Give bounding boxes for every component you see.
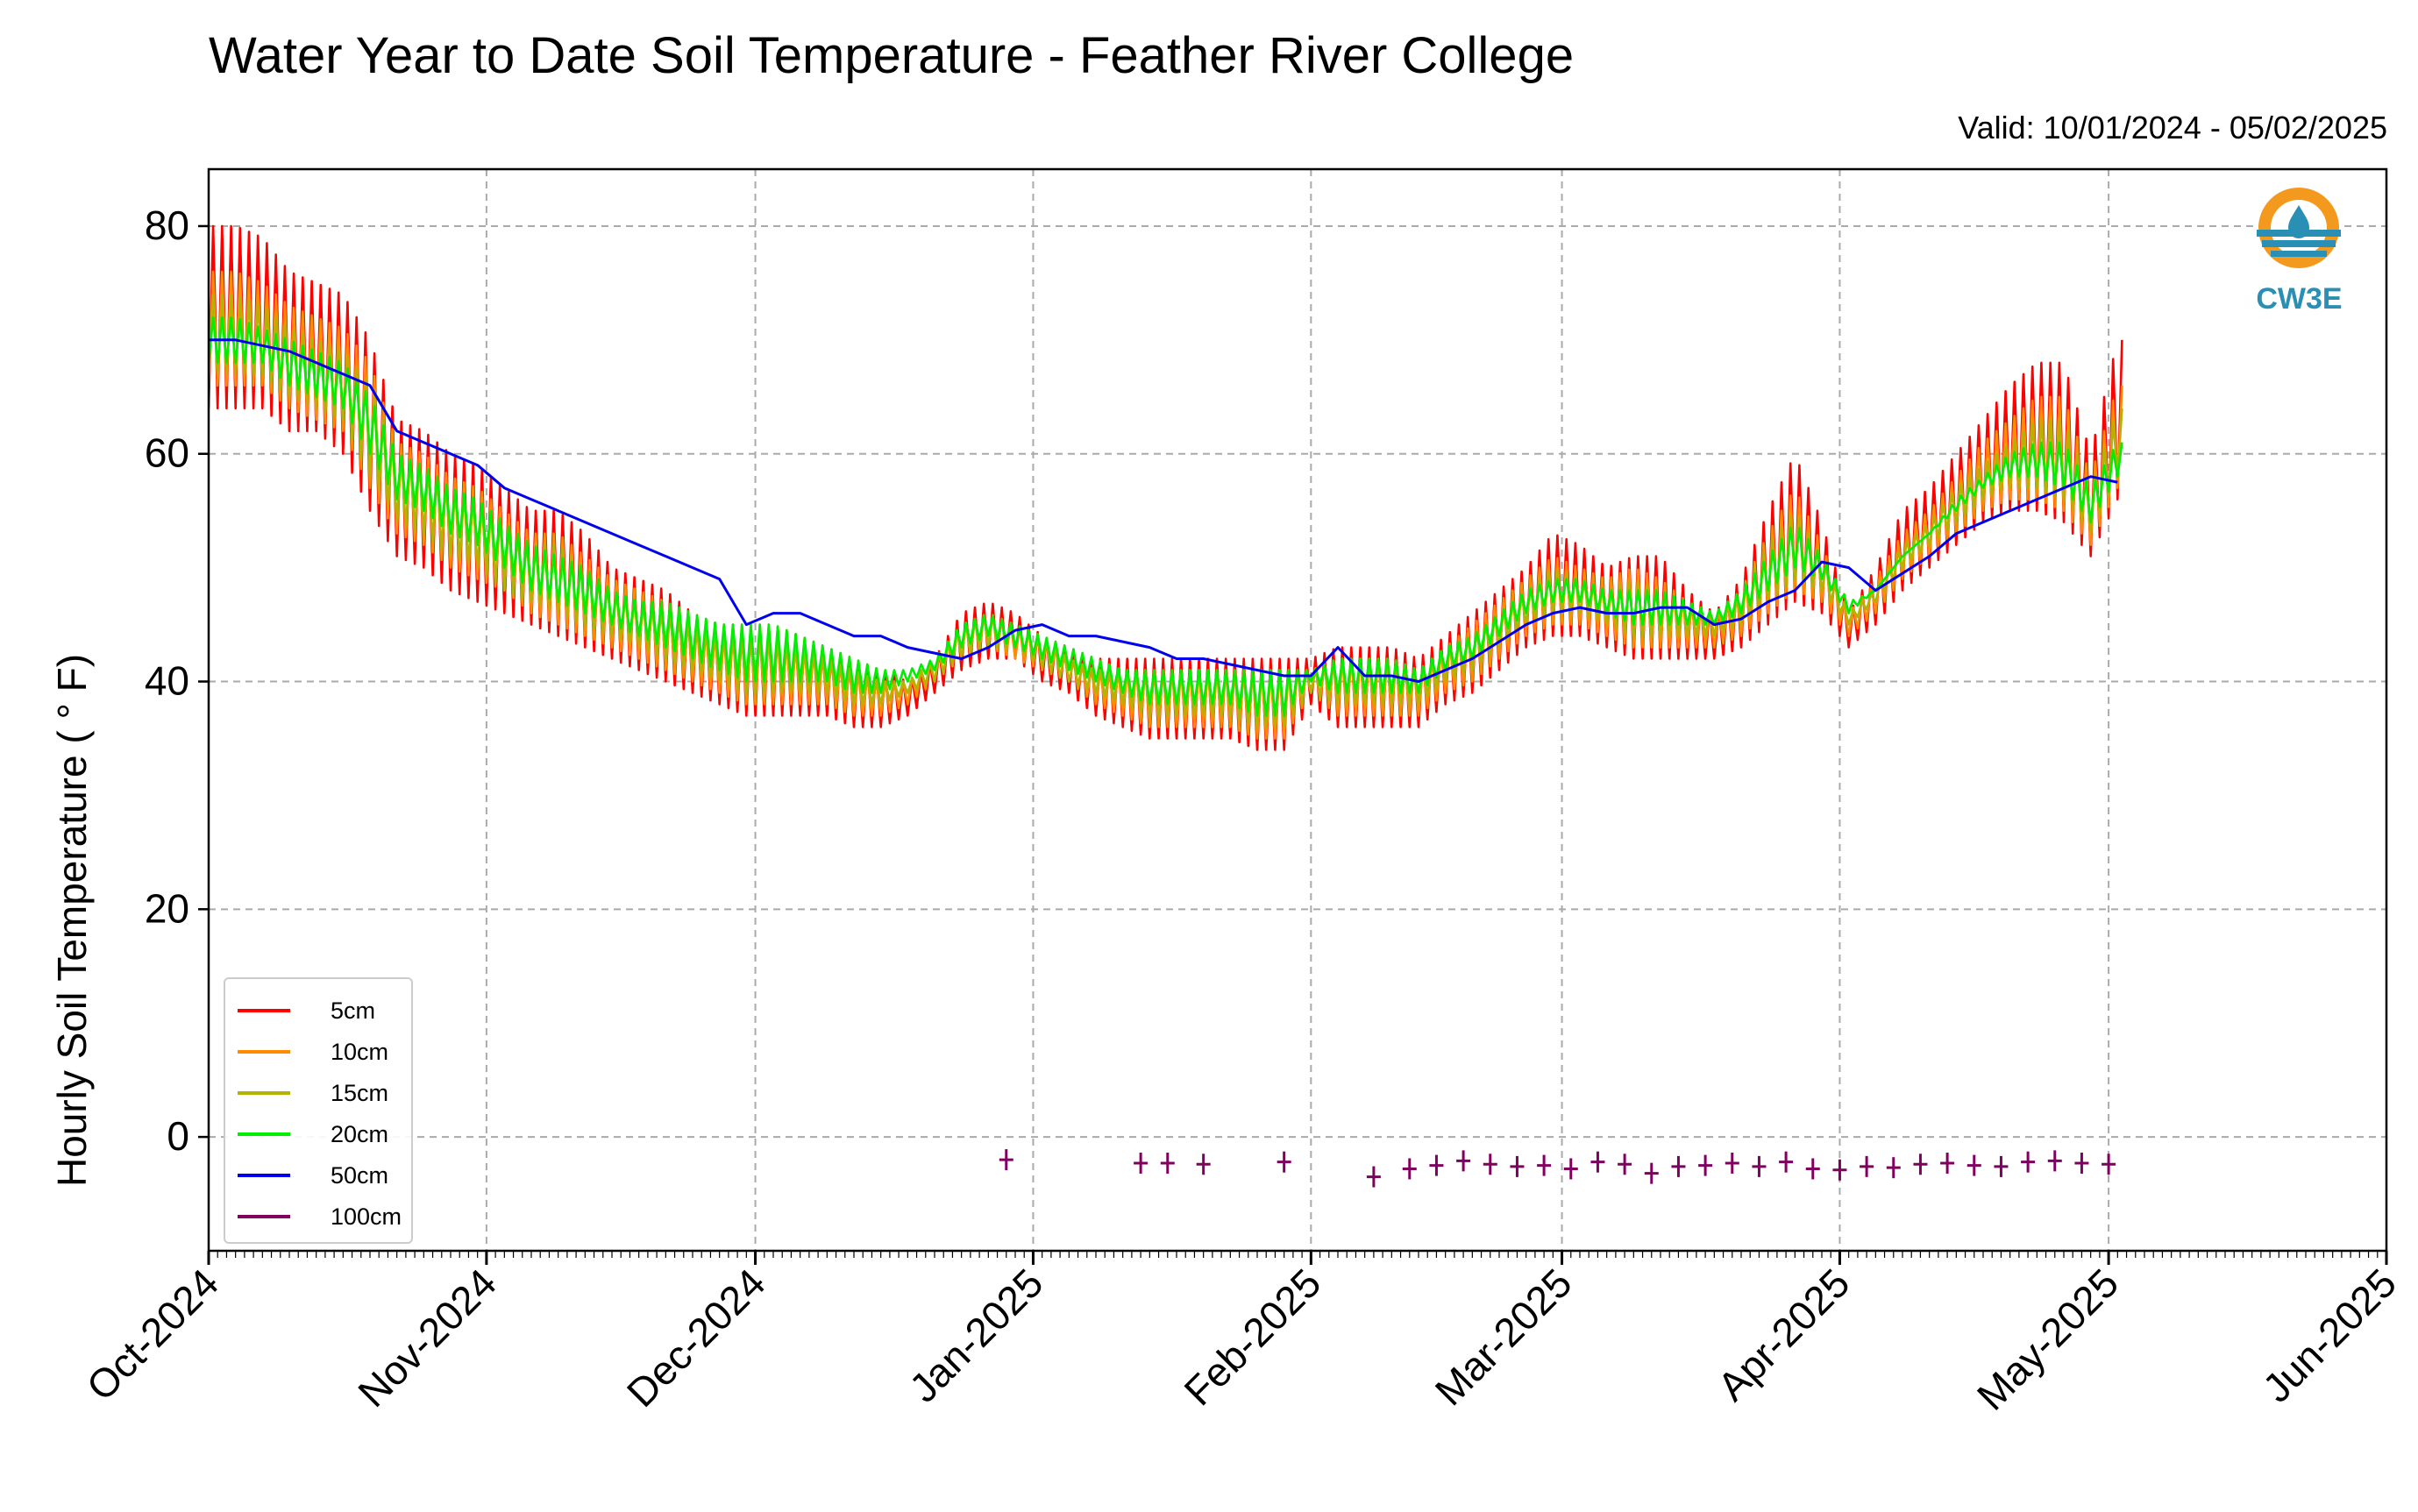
x-tick-label: Mar-2025 [1426,1260,1581,1414]
legend-item-50cm: 50cm [238,1158,409,1193]
valid-range-label: Valid: 10/01/2024 - 05/02/2025 [1958,110,2387,146]
legend-swatch-15cm [238,1091,290,1095]
plot-area [209,224,2123,1188]
y-tick-label: 80 [145,202,189,248]
series-line-50cm [209,338,2118,683]
legend-label-50cm: 50cm [331,1162,389,1189]
y-axis-label: Hourly Soil Temperature ( ° F) [49,653,95,1188]
y-tick-label: 0 [167,1113,189,1159]
axes-frame [207,167,2388,1253]
cw3e-logo-text: CW3E [2256,282,2343,316]
legend-item-5cm: 5cm [238,993,409,1028]
legend-swatch-50cm [238,1174,290,1177]
series-line-20cm [209,316,2123,717]
y-tick-label: 20 [145,885,189,931]
legend-label-10cm: 10cm [331,1039,389,1065]
legend: 5cm 10cm 15cm 20cm 50cm 100cm [224,977,413,1244]
legend-item-100cm: 100cm [238,1199,409,1234]
legend-label-5cm: 5cm [331,997,376,1024]
series-line-10cm [209,270,2123,740]
y-tick-label: 60 [145,430,189,476]
legend-item-15cm: 15cm [238,1075,409,1111]
x-tick-label: Feb-2025 [1175,1260,1329,1414]
x-tick-label: Dec-2024 [618,1260,774,1416]
legend-label-15cm: 15cm [331,1080,389,1106]
legend-label-100cm: 100cm [331,1203,402,1230]
x-tick-label: Apr-2025 [1709,1260,1859,1409]
series-line-15cm [209,293,2123,728]
x-tick-label: Jun-2025 [2254,1260,2405,1410]
legend-item-20cm: 20cm [238,1117,409,1152]
legend-swatch-20cm [238,1132,290,1136]
legend-swatch-100cm [238,1215,290,1218]
series-line-5cm [209,224,2123,751]
cw3e-logo-icon [2257,188,2341,268]
legend-swatch-10cm [238,1050,290,1054]
x-tick-label: Jan-2025 [900,1260,1051,1410]
legend-swatch-5cm [238,1009,290,1012]
x-tick-label: Nov-2024 [349,1260,505,1416]
legend-item-10cm: 10cm [238,1034,409,1069]
grid-lines [209,169,2386,1251]
x-tick-label: Oct-2024 [78,1260,228,1409]
legend-label-20cm: 20cm [331,1121,389,1147]
x-tick-label: May-2025 [1968,1260,2127,1418]
chart-title: Water Year to Date Soil Temperature - Fe… [209,27,1575,84]
y-tick-label: 40 [145,658,189,704]
axis-ticks: 0 20 40 60 80 Oct-2024 Nov-2024 Dec-2024 Jan-202… [78,202,2406,1419]
